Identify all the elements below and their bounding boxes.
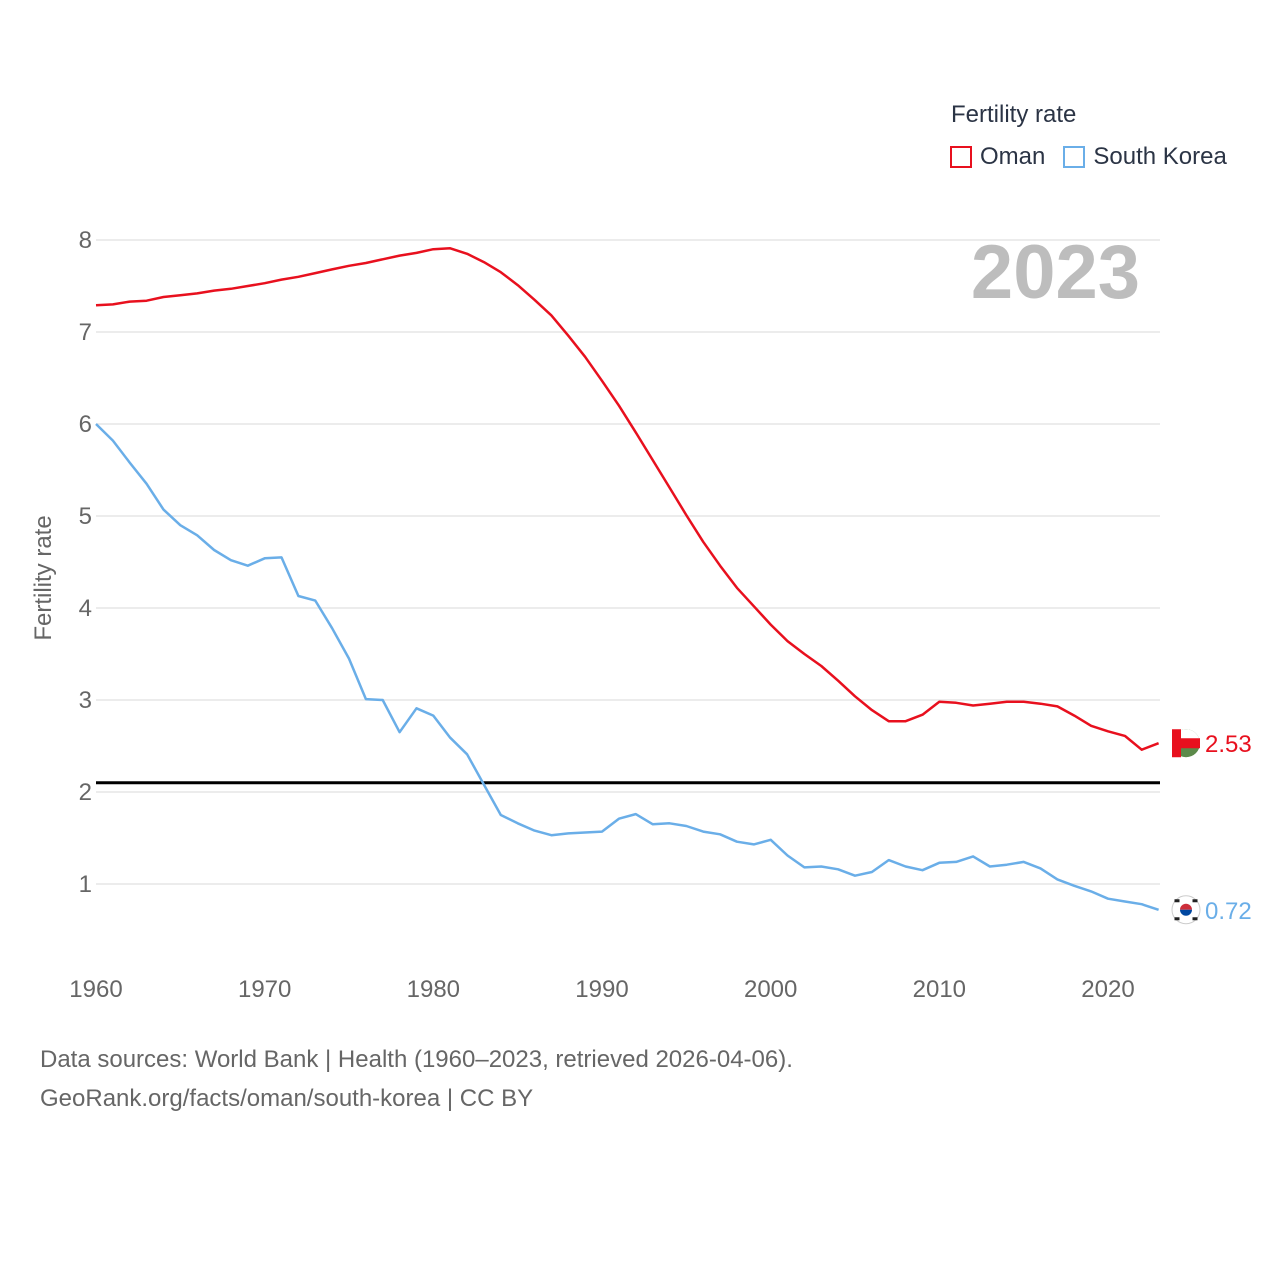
series-lines [95, 247, 1160, 911]
x-tick-label-2010: 2010 [913, 976, 966, 1003]
x-tick-label-2000: 2000 [744, 976, 797, 1003]
y-tick-label-3: 3 [79, 687, 92, 714]
x-tick-label-1980: 1980 [407, 976, 460, 1003]
y-tick-label-5: 5 [79, 503, 92, 530]
grid-lines [96, 239, 1160, 885]
y-tick-label-6: 6 [79, 411, 92, 438]
x-tick-label-1960: 1960 [69, 976, 122, 1003]
x-tick-label-1990: 1990 [575, 976, 628, 1003]
x-axis-ticks: 1960 1970 1980 1990 2000 2010 2020 [69, 976, 1134, 1003]
year-watermark: 2023 [971, 230, 1140, 315]
series-line-south-korea [95, 423, 1159, 911]
y-axis-label: Fertility rate [30, 515, 57, 640]
y-tick-label-1: 1 [79, 871, 92, 898]
y-tick-label-4: 4 [79, 595, 92, 622]
legend: Oman South Korea [950, 143, 1245, 171]
source-link[interactable]: GeoRank.org/facts/oman/south-korea | CC … [40, 1085, 534, 1112]
legend-label-oman: Oman [980, 143, 1046, 170]
legend-title: Fertility rate [951, 101, 1077, 128]
data-source-note: Data sources: World Bank | Health (1960–… [40, 1046, 793, 1073]
y-axis-ticks: 1 2 3 4 5 6 7 8 [79, 227, 92, 898]
y-tick-label-8: 8 [79, 227, 92, 254]
series-line-oman [95, 247, 1160, 751]
legend-item-oman[interactable]: Oman [950, 143, 1045, 171]
x-tick-label-1970: 1970 [238, 976, 291, 1003]
y-tick-label-7: 7 [79, 319, 92, 346]
legend-label-south-korea: South Korea [1093, 143, 1227, 170]
series-end-markers: 2.53 0.72 [1171, 729, 1252, 925]
y-tick-label-2: 2 [79, 779, 92, 806]
legend-swatch-south-korea [1063, 146, 1086, 168]
flag-icon-south-korea [1171, 895, 1201, 925]
end-value-label-oman: 2.53 [1205, 731, 1252, 758]
legend-item-south-korea[interactable]: South Korea [1063, 143, 1227, 171]
legend-swatch-oman [950, 146, 972, 168]
flag-icon-oman [1172, 729, 1200, 758]
end-value-label-south-korea: 0.72 [1205, 898, 1252, 925]
x-tick-label-2020: 2020 [1081, 976, 1134, 1003]
